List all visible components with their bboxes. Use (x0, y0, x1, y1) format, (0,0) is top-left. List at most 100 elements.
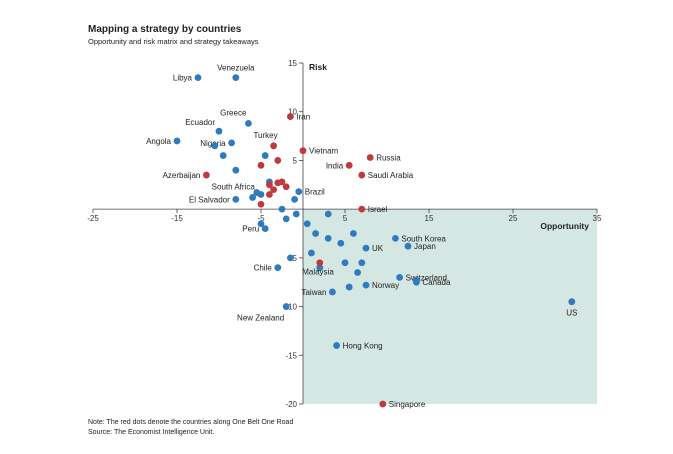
blue-data-point (232, 74, 240, 82)
data-point-label: Turkey (253, 131, 277, 140)
red-data-point (203, 171, 210, 179)
blue-data-point (287, 254, 294, 262)
data-point-label: Saudi Arabia (368, 171, 414, 180)
blue-data-point (257, 191, 265, 198)
red-data-point (266, 191, 273, 198)
red-data-point (358, 205, 366, 213)
blue-data-point (333, 342, 340, 349)
data-point-label: Switzerland (406, 273, 447, 282)
data-point-label: Norway (372, 281, 399, 290)
blue-data-point (358, 259, 366, 267)
data-point-label: Singapore (389, 400, 426, 409)
red-data-point (270, 142, 277, 150)
red-data-point (266, 181, 273, 189)
data-point-label: Taiwan (301, 288, 326, 297)
note-text: Note: The red dots denote the countries … (88, 419, 294, 426)
red-data-point (379, 400, 387, 408)
data-point-label: Venezuela (217, 64, 255, 73)
blue-data-point (295, 188, 303, 196)
blue-data-point (324, 234, 332, 242)
data-point-label: Greece (220, 108, 247, 117)
x-tick-label: -15 (171, 214, 183, 223)
blue-data-point (392, 234, 399, 242)
data-point-label: Hong Kong (343, 342, 383, 351)
blue-data-point (261, 225, 269, 233)
red-data-point (299, 147, 307, 155)
blue-data-point (568, 298, 576, 306)
data-point-label: Libya (173, 74, 193, 83)
x-tick-label: 35 (593, 214, 602, 223)
x-tick-label: 5 (343, 214, 348, 223)
y-axis-label: Risk (309, 62, 327, 72)
y-tick-label: -20 (285, 400, 297, 409)
red-data-point (358, 171, 366, 179)
blue-data-point (194, 74, 202, 82)
blue-data-point (345, 283, 353, 291)
blue-data-point (337, 239, 345, 247)
data-point-label: US (566, 309, 577, 318)
data-point-label: Japan (414, 242, 436, 251)
red-data-point (257, 161, 265, 169)
data-point-label: New Zealand (237, 314, 284, 323)
blue-data-point (362, 281, 370, 289)
blue-data-point (362, 244, 370, 252)
chart-notes: Note: The red dots denote the countries … (88, 418, 293, 438)
blue-data-point (303, 220, 311, 228)
data-point-label: Vietnam (309, 147, 339, 156)
y-tick-label: 15 (288, 59, 297, 68)
data-point-label: Chile (254, 264, 273, 273)
data-point-label: South Africa (212, 183, 256, 192)
red-data-point (345, 161, 353, 169)
data-point-label: Peru (242, 225, 259, 234)
x-tick-label: 15 (425, 214, 434, 223)
blue-data-point (282, 215, 290, 223)
y-tick-label: 5 (293, 156, 298, 165)
blue-data-point (219, 152, 227, 159)
data-point-label: South Korea (401, 234, 446, 243)
blue-data-point (173, 137, 181, 145)
blue-data-point (291, 196, 298, 203)
blue-data-point (278, 205, 286, 213)
blue-data-point (329, 288, 336, 296)
source-text: Source: The Economist Intelligence Unit. (88, 429, 215, 436)
blue-data-point (324, 210, 332, 218)
blue-data-point (228, 139, 236, 147)
red-data-point (278, 178, 286, 186)
red-data-point (282, 183, 290, 191)
blue-data-point (232, 196, 240, 203)
red-data-point (287, 113, 294, 120)
red-data-point (316, 259, 324, 267)
blue-data-point (350, 230, 357, 237)
blue-data-point (292, 210, 300, 218)
red-data-point (257, 200, 265, 208)
blue-data-point (308, 249, 315, 257)
x-tick-label: -25 (87, 214, 99, 223)
data-point-label: Russia (376, 154, 401, 163)
y-tick-label: -15 (285, 351, 297, 360)
data-point-label: UK (372, 244, 384, 253)
data-point-label: El Salvador (189, 195, 230, 204)
chart-title: Mapping a strategy by countries (88, 24, 242, 35)
y-tick-label: 10 (288, 108, 297, 117)
blue-data-point (396, 273, 403, 281)
blue-data-point (354, 269, 361, 276)
data-point-label: Canada (422, 278, 451, 287)
blue-data-point (341, 259, 349, 267)
blue-data-point (413, 276, 420, 284)
red-data-point (270, 186, 277, 194)
data-point-label: Brazil (305, 188, 325, 197)
x-axis-label: Opportunity (540, 221, 589, 231)
data-point-label: Ecuador (185, 118, 215, 127)
blue-data-point (211, 142, 219, 150)
blue-data-point (257, 220, 265, 228)
y-tick-label: -10 (285, 303, 297, 312)
blue-data-point (282, 303, 290, 310)
data-point-label: Iran (296, 113, 310, 122)
blue-data-point (404, 242, 412, 250)
blue-data-point (232, 166, 240, 174)
blue-data-point (245, 120, 252, 127)
blue-data-point (249, 194, 256, 201)
data-point-label: Angola (146, 137, 171, 146)
data-point-label: India (326, 161, 344, 170)
